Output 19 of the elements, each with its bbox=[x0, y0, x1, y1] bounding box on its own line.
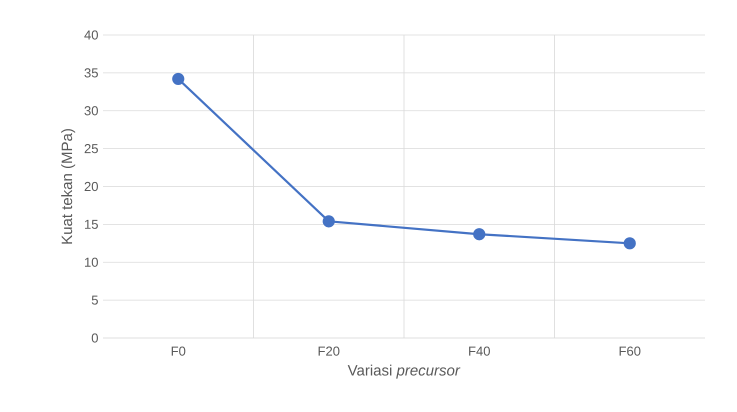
x-tick-label: F60 bbox=[620, 346, 640, 356]
x-tick-label: F0 bbox=[172, 346, 186, 356]
y-tick-label: 5 bbox=[92, 296, 98, 305]
point bbox=[322, 215, 335, 228]
y-tick-label: 35 bbox=[84, 68, 98, 78]
x-tick-label: F40 bbox=[469, 346, 490, 356]
y-tick-label: 30 bbox=[84, 106, 98, 116]
x-tick-label: F20 bbox=[318, 346, 340, 356]
point bbox=[473, 228, 486, 240]
y-tick-label: 0 bbox=[92, 333, 98, 343]
y-tick-label: 10 bbox=[84, 258, 98, 267]
y-tick-label: 20 bbox=[84, 182, 98, 192]
point bbox=[624, 237, 636, 250]
y-tick-label: 15 bbox=[84, 220, 98, 229]
y-tick-label: 25 bbox=[84, 144, 98, 154]
y-axis-title: Kuat tekan (MPa) bbox=[61, 129, 76, 244]
point bbox=[172, 72, 184, 86]
x-axis-title: Variasi precursor bbox=[348, 364, 460, 379]
y-tick-label: 40 bbox=[84, 30, 98, 40]
